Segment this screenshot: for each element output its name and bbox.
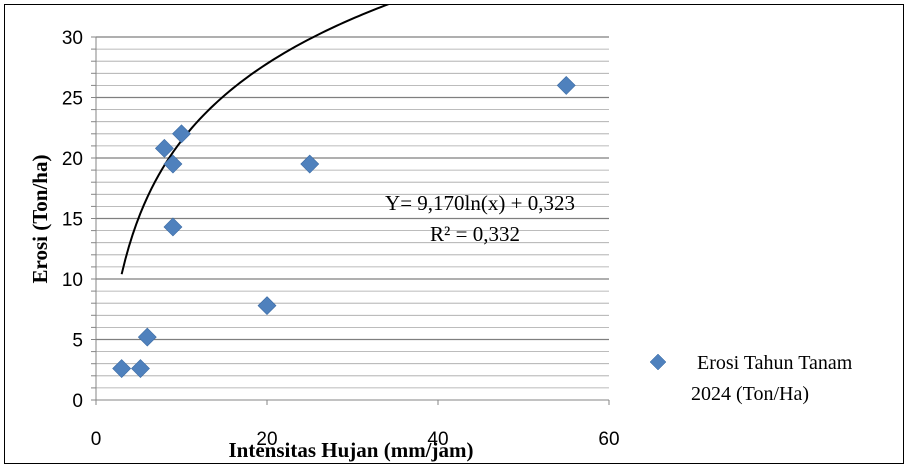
data-point xyxy=(556,75,576,95)
legend-label-line2: 2024 (Ton/Ha) xyxy=(691,383,809,405)
scatter-chart: 0 5 10 15 20 25 30 0 20 40 60 Y= 9,170ln(x) + 0,3… xyxy=(28,5,853,462)
axes xyxy=(91,36,610,405)
x-tick-label: 60 xyxy=(598,429,619,450)
y-tick-label: 5 xyxy=(72,331,83,352)
trendline-equation: Y= 9,170ln(x) + 0,323 xyxy=(385,191,575,215)
data-point xyxy=(172,124,191,144)
legend: Erosi Tahun Tanam 2024 (Ton/Ha) xyxy=(649,352,853,405)
x-tick-labels: 0 20 40 60 xyxy=(91,429,620,450)
trendline xyxy=(120,5,390,275)
y-tick-label: 0 xyxy=(72,391,83,412)
x-axis-title: Intensitas Hujan (mm/jam) xyxy=(229,438,474,462)
trendline-r2: R² = 0,332 xyxy=(430,222,520,246)
data-point xyxy=(300,154,320,174)
data-point xyxy=(137,327,157,347)
data-point xyxy=(131,359,150,378)
y-tick-labels: 0 5 10 15 20 25 30 xyxy=(62,28,83,412)
chart-frame: 0 5 10 15 20 25 30 0 20 40 60 Y= 9,170ln(x) + 0,3… xyxy=(4,4,904,464)
legend-marker xyxy=(649,353,667,371)
y-tick-label: 20 xyxy=(62,149,83,170)
y-tick-label: 15 xyxy=(62,210,83,231)
legend-label-line1: Erosi Tahun Tanam xyxy=(697,352,853,374)
x-tick-label: 40 xyxy=(427,429,448,450)
x-tick-label: 20 xyxy=(256,429,277,450)
data-point xyxy=(163,217,183,237)
y-tick-label: 25 xyxy=(62,89,83,110)
y-axis-title: Erosi (Ton/ha) xyxy=(28,155,52,284)
x-tick-label: 0 xyxy=(91,429,102,450)
gridlines xyxy=(96,36,609,389)
y-tick-label: 10 xyxy=(62,270,83,291)
data-point xyxy=(257,296,277,316)
y-tick-label: 30 xyxy=(62,28,83,49)
data-point xyxy=(154,138,174,158)
data-point xyxy=(112,359,132,378)
data-points xyxy=(112,75,576,378)
data-point xyxy=(163,154,183,174)
